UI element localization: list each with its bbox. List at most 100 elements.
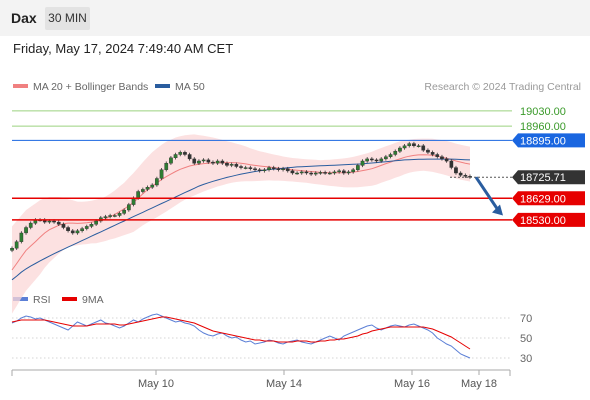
candle-body <box>351 169 355 173</box>
candle-body <box>126 204 131 211</box>
level-tag-support <box>512 191 585 206</box>
candle-body <box>449 160 454 168</box>
candle-body <box>215 160 220 164</box>
x-tick-label: May 14 <box>266 378 302 390</box>
ma20-legend-swatch <box>13 84 28 88</box>
candle-body <box>173 154 178 158</box>
candle-body <box>276 168 281 170</box>
level-tag-current <box>512 170 585 185</box>
candle-body <box>28 222 33 228</box>
candle-body <box>318 172 323 174</box>
candle-body <box>192 158 197 164</box>
symbol-title: Dax <box>11 10 37 26</box>
candle-body <box>66 227 70 231</box>
candle-body <box>243 167 248 169</box>
candle-body <box>458 172 463 176</box>
candle-body <box>346 171 351 174</box>
credit-text: Research © 2024 Trading Central <box>424 81 581 93</box>
candle-body <box>19 232 24 242</box>
candle-body <box>94 220 98 225</box>
candle-body <box>103 216 108 218</box>
level-tag-resistance <box>512 133 585 148</box>
candle-body <box>332 171 337 174</box>
candle-body <box>463 174 468 177</box>
candle-body <box>393 150 398 155</box>
level-label-resistance: 18895.00 <box>520 135 566 147</box>
candle-body <box>75 230 80 234</box>
level-label-target: 19030.00 <box>520 106 566 118</box>
rsi-line <box>11 313 471 359</box>
datetime-label: Friday, May 17, 2024 7:49:40 AM CET <box>13 41 234 56</box>
candle-body <box>140 189 145 192</box>
candle-body <box>435 154 440 157</box>
level-label-support: 18629.00 <box>520 193 566 205</box>
candle-body <box>407 143 412 147</box>
rsi-tick-label: 30 <box>520 353 532 365</box>
candle-body <box>10 247 14 251</box>
candle-body <box>70 230 75 234</box>
candle-body <box>206 159 211 163</box>
candle-body <box>384 156 388 160</box>
candle-body <box>220 160 225 164</box>
header-bar <box>0 0 590 36</box>
candle-body <box>430 152 435 155</box>
level-label-support: 18530.00 <box>520 215 566 227</box>
candle-body <box>211 161 215 164</box>
candle-body <box>313 172 318 175</box>
candle-body <box>416 145 421 148</box>
candle-body <box>229 164 234 166</box>
candle-body <box>169 157 173 164</box>
candle-body <box>183 152 187 155</box>
candle-body <box>89 223 94 227</box>
candle-body <box>323 172 327 174</box>
candle-body <box>56 221 61 225</box>
candle-body <box>234 164 239 167</box>
candle-body <box>122 209 126 214</box>
candle-body <box>164 162 169 170</box>
projection-arrowhead <box>492 204 503 216</box>
candle-body <box>201 159 206 162</box>
candle-body <box>426 149 430 153</box>
x-tick-label: May 16 <box>394 378 430 390</box>
candle-body <box>239 166 243 168</box>
candle-body <box>154 178 159 186</box>
level-tag-support <box>512 212 585 227</box>
x-tick-label: May 10 <box>138 378 174 390</box>
candle-body <box>248 167 253 169</box>
candle-body <box>61 223 66 228</box>
candle-body <box>309 172 313 175</box>
candle-body <box>328 172 332 175</box>
projection-arrow <box>474 176 501 213</box>
candle-body <box>412 143 416 147</box>
candle-body <box>159 169 164 179</box>
candle-body <box>14 241 19 249</box>
candle-body <box>360 160 365 166</box>
level-label-target: 18960.00 <box>520 121 566 133</box>
rsi-ma9-line <box>11 316 471 350</box>
candle-body <box>440 156 444 160</box>
ma50-line <box>11 158 471 281</box>
candle-body <box>388 154 393 157</box>
candle-body <box>379 158 384 162</box>
candle-body <box>295 172 299 175</box>
candle-body <box>136 191 140 199</box>
candle-body <box>365 158 369 162</box>
bollinger-band <box>12 134 470 314</box>
candle-body <box>267 167 271 171</box>
candle-body <box>454 167 458 174</box>
ma50-legend-label: MA 50 <box>175 81 205 93</box>
timeframe-button[interactable]: 30 MIN <box>45 7 90 30</box>
candle-body <box>225 162 229 166</box>
candle-body <box>402 145 407 149</box>
candle-body <box>342 170 346 174</box>
ma9-legend-swatch <box>62 297 77 301</box>
candle-body <box>47 220 52 223</box>
x-tick-label: May 18 <box>461 378 497 390</box>
rsi-tick-label: 70 <box>520 313 532 325</box>
candle-body <box>290 170 295 174</box>
rsi-tick-label: 50 <box>520 333 532 345</box>
candle-body <box>285 168 290 172</box>
candle-body <box>197 160 201 164</box>
candle-body <box>281 168 285 170</box>
